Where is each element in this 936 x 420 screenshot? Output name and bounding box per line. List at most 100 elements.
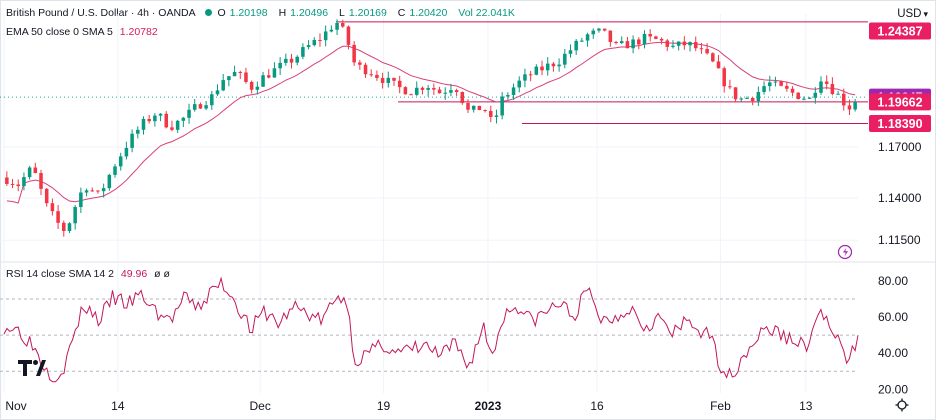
candle	[773, 76, 778, 87]
candle	[785, 81, 789, 92]
currency-menu[interactable]: USD ▾	[897, 8, 928, 20]
candle-body	[363, 64, 368, 75]
candle	[836, 90, 840, 95]
ema-legend[interactable]: EMA 50 close 0 SMA 5 1.20782	[6, 26, 162, 38]
candle-body	[380, 77, 385, 83]
candle-body	[671, 45, 675, 47]
candle-body	[500, 96, 504, 116]
symbol-title[interactable]: British Pound / U.S. Dollar · 4h · OANDA	[6, 7, 196, 19]
candle-body	[631, 39, 635, 49]
candle-body	[750, 97, 755, 102]
ema-legend-value: 1.20782	[119, 26, 158, 38]
candle-body	[44, 188, 49, 204]
volume-value: Vol 22.041K	[458, 7, 515, 19]
candle-body	[437, 89, 442, 94]
candle	[534, 64, 539, 76]
rsi-legend[interactable]: RSI 14 close SMA 14 2 49.96 ø ø	[6, 268, 174, 280]
candle-body	[266, 75, 271, 78]
candle	[659, 37, 664, 45]
candle-body	[56, 211, 60, 223]
candle-body	[284, 58, 288, 63]
candle	[79, 187, 83, 213]
candle	[750, 97, 755, 106]
candle-body	[785, 85, 789, 89]
candle-body	[511, 87, 516, 96]
candle	[523, 68, 527, 88]
candle	[67, 222, 72, 234]
candle	[637, 37, 641, 50]
candle-body	[244, 72, 248, 82]
candle	[244, 67, 248, 84]
candle	[540, 60, 544, 76]
candle-body	[249, 81, 254, 90]
candle-body	[420, 87, 425, 90]
candle	[756, 86, 761, 106]
candle	[22, 172, 26, 191]
ohlc-high: H 1.20496	[278, 7, 329, 19]
candle-body	[477, 105, 482, 111]
candle-body	[90, 190, 95, 192]
x-tick-label: 19	[377, 399, 391, 413]
candle-body	[346, 26, 351, 45]
candle-body	[790, 88, 795, 93]
candle	[33, 162, 38, 174]
candle-body	[682, 41, 687, 46]
candle	[164, 111, 169, 129]
candle	[10, 179, 15, 189]
level-price-label: 1.19662	[869, 93, 931, 111]
candle	[426, 84, 430, 97]
x-tick-label: 13	[799, 399, 813, 413]
candle-body	[409, 94, 413, 96]
candle-body	[762, 86, 766, 92]
candle-body	[517, 80, 522, 88]
price-label-text: 1.18390	[877, 117, 922, 131]
price-label-box	[869, 114, 931, 132]
candle	[790, 86, 795, 97]
candle	[437, 86, 442, 94]
candle	[249, 80, 254, 94]
candle	[682, 36, 687, 50]
candle-body	[716, 61, 721, 69]
candle-body	[489, 110, 493, 117]
candle-body	[318, 40, 322, 42]
candle-body	[204, 105, 208, 109]
candle-body	[16, 184, 20, 187]
candle	[551, 61, 556, 72]
ohlc-close: C 1.20420	[397, 7, 448, 19]
candle-body	[688, 42, 692, 46]
candle	[181, 116, 186, 128]
candle-body	[523, 74, 527, 81]
tradingview-logo[interactable]	[18, 360, 46, 376]
candle-body	[545, 63, 550, 71]
candle	[284, 53, 288, 66]
candle-body	[272, 68, 277, 78]
candle	[386, 71, 391, 88]
candle-body	[773, 81, 778, 83]
candle	[238, 70, 243, 80]
candle	[289, 53, 294, 69]
rsi-tick-label: 40.00	[878, 346, 908, 360]
candle-body	[796, 92, 800, 100]
alert-icon[interactable]	[837, 244, 853, 260]
candle	[392, 77, 396, 86]
candle	[711, 52, 715, 63]
candle-body	[466, 103, 470, 110]
x-tick-label: 16	[590, 399, 604, 413]
candle	[141, 116, 146, 135]
candle-body	[614, 41, 618, 43]
candle-body	[312, 40, 317, 46]
candle-body	[842, 93, 846, 106]
candle-body	[352, 44, 356, 63]
price-tick-label: 1.14000	[878, 191, 922, 205]
candle	[625, 36, 630, 49]
price-label-text: 1.24387	[877, 25, 922, 39]
candle	[739, 97, 744, 102]
candle-body	[625, 41, 630, 49]
price-tick-label: 1.17000	[878, 140, 922, 154]
candle-body	[432, 88, 436, 90]
gear-icon[interactable]	[895, 398, 909, 412]
candle-body	[568, 50, 573, 54]
candle	[44, 188, 49, 207]
candle-body	[705, 48, 709, 54]
candle	[84, 188, 89, 197]
